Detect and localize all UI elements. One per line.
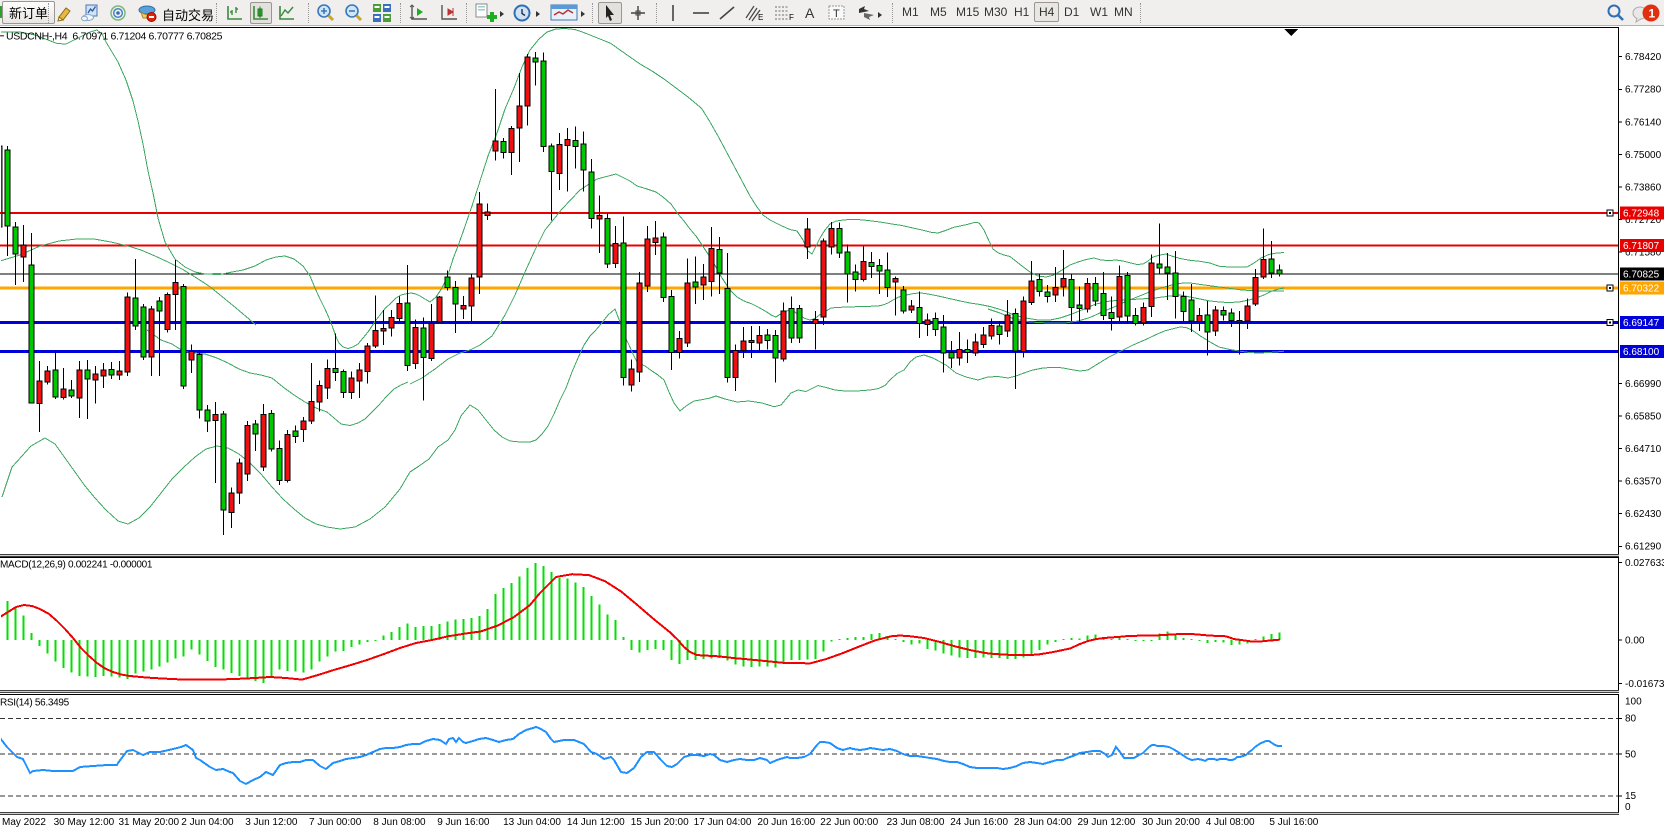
svg-text:2 Jun 04:00: 2 Jun 04:00 [181,817,234,828]
svg-text:T: T [833,8,840,20]
svg-text:6.70322: 6.70322 [1623,284,1660,295]
svg-text:6.73860: 6.73860 [1625,183,1662,194]
svg-text:6.61290: 6.61290 [1625,542,1662,553]
svg-text:6.71580: 6.71580 [1625,248,1662,259]
svg-text:100: 100 [1625,696,1642,707]
svg-text:May 2022: May 2022 [2,817,46,828]
svg-text:22 Jun 00:00: 22 Jun 00:00 [820,817,878,828]
svg-text:0.027633: 0.027633 [1625,558,1664,569]
svg-text:-0.016736: -0.016736 [1625,679,1664,690]
svg-text:6.63570: 6.63570 [1625,477,1662,488]
svg-text:E: E [758,13,763,22]
svg-text:6.65850: 6.65850 [1625,411,1662,422]
svg-text:13 Jun 04:00: 13 Jun 04:00 [503,817,561,828]
svg-text:28 Jun 04:00: 28 Jun 04:00 [1014,817,1072,828]
svg-text:6.75000: 6.75000 [1625,150,1662,161]
svg-text:3 Jun 12:00: 3 Jun 12:00 [245,817,298,828]
svg-text:6.71807: 6.71807 [1623,241,1660,252]
svg-text:6.72720: 6.72720 [1625,215,1662,226]
svg-text:4 Jul 08:00: 4 Jul 08:00 [1206,817,1255,828]
svg-text:9 Jun 16:00: 9 Jun 16:00 [437,817,490,828]
svg-text:14 Jun 12:00: 14 Jun 12:00 [567,817,625,828]
svg-text:6.70825: 6.70825 [1623,270,1660,281]
svg-text:6.78420: 6.78420 [1625,52,1662,63]
svg-text:6.64710: 6.64710 [1625,444,1662,455]
svg-text:USDCNH-,H4 6.70971 6.71204 6.: USDCNH-,H4 6.70971 6.71204 6.70777 6.708… [6,31,223,43]
svg-text:RSI(14) 56.3495: RSI(14) 56.3495 [0,698,70,709]
svg-text:17 Jun 04:00: 17 Jun 04:00 [694,817,752,828]
svg-text:5 Jul 16:00: 5 Jul 16:00 [1269,817,1318,828]
svg-text:6.76140: 6.76140 [1625,117,1662,128]
svg-text:15 Jun 20:00: 15 Jun 20:00 [631,817,689,828]
svg-text:30 Jun 20:00: 30 Jun 20:00 [1142,817,1200,828]
svg-text:6.68100: 6.68100 [1623,347,1660,358]
svg-text:6.77280: 6.77280 [1625,85,1662,96]
svg-text:15: 15 [1625,791,1637,802]
svg-text:8 Jun 08:00: 8 Jun 08:00 [373,817,426,828]
svg-text:30 May 12:00: 30 May 12:00 [54,817,115,828]
svg-text:6.66990: 6.66990 [1625,379,1662,390]
svg-text:0.00: 0.00 [1625,635,1645,646]
svg-text:6.72948: 6.72948 [1623,209,1660,220]
svg-text:6.62430: 6.62430 [1625,509,1662,520]
svg-text:31 May 20:00: 31 May 20:00 [119,817,180,828]
svg-text:50: 50 [1625,750,1637,761]
svg-text:6.69147: 6.69147 [1623,318,1660,329]
svg-text:MACD(12,26,9) 0.002241 -0.0000: MACD(12,26,9) 0.002241 -0.000001 [0,560,153,571]
svg-text:23 Jun 08:00: 23 Jun 08:00 [887,817,945,828]
svg-text:20 Jun 16:00: 20 Jun 16:00 [757,817,815,828]
svg-text:1: 1 [1649,7,1656,21]
svg-text:F: F [789,13,794,22]
svg-text:24 Jun 16:00: 24 Jun 16:00 [950,817,1008,828]
svg-text:A: A [805,5,815,21]
svg-text:80: 80 [1625,714,1637,725]
svg-text:0: 0 [1625,802,1631,813]
svg-text:29 Jun 12:00: 29 Jun 12:00 [1078,817,1136,828]
svg-text:7 Jun 00:00: 7 Jun 00:00 [309,817,362,828]
